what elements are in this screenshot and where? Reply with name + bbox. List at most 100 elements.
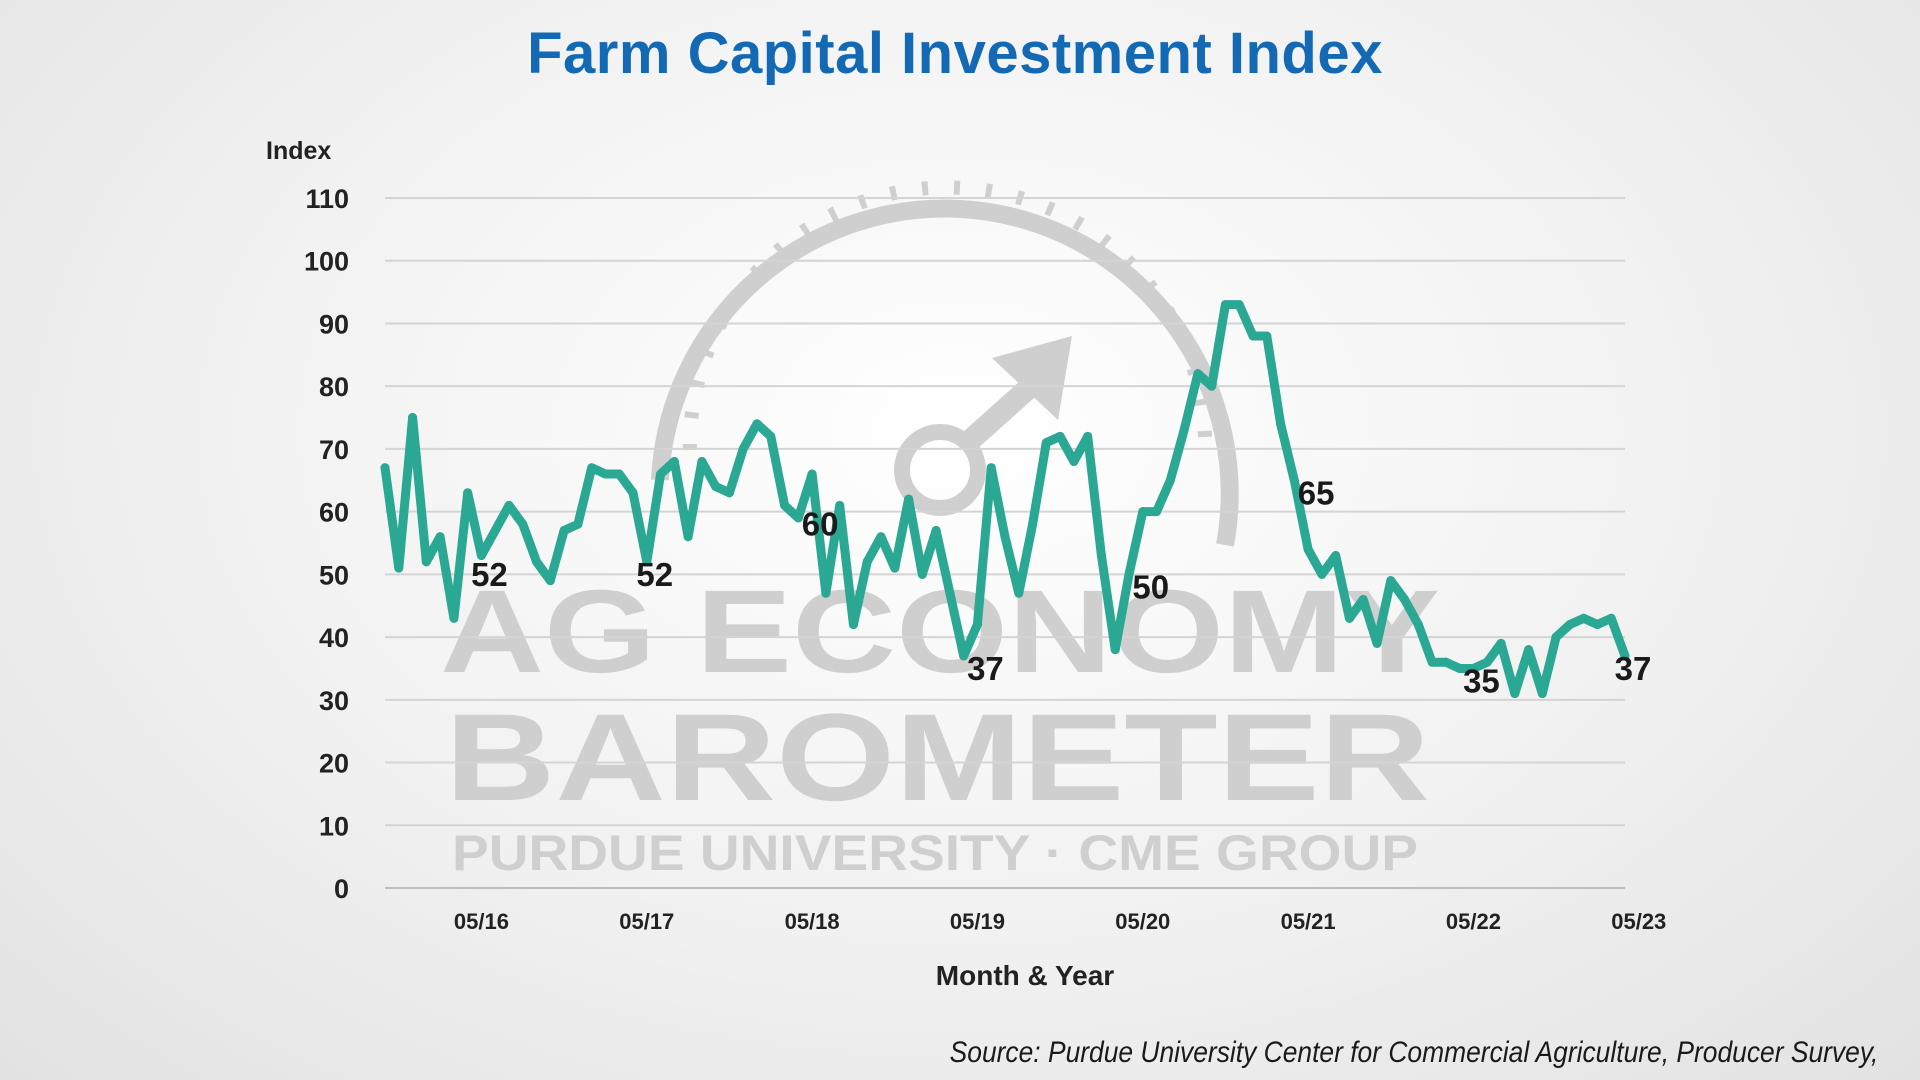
y-tick-label: 30 [319, 686, 349, 716]
data-point [408, 413, 418, 423]
data-point [504, 500, 514, 510]
data-point [835, 500, 845, 510]
data-point [752, 419, 762, 429]
x-tick-label: 05/22 [1446, 909, 1501, 934]
x-tick-label: 05/20 [1115, 909, 1170, 934]
data-point [1510, 689, 1520, 699]
data-point [1193, 369, 1203, 379]
y-tick-label: 0 [334, 874, 349, 904]
x-tick-label: 05/16 [454, 909, 509, 934]
data-point [1179, 425, 1189, 435]
data-point [780, 500, 790, 510]
x-tick-label: 05/21 [1281, 909, 1336, 934]
data-point [1083, 431, 1093, 441]
data-point [573, 519, 583, 529]
data-point [1496, 638, 1506, 648]
data-point [807, 469, 817, 479]
data-point [959, 651, 969, 661]
data-point [931, 525, 941, 535]
data-point [656, 469, 666, 479]
data-point [1000, 532, 1010, 542]
y-tick-label: 110 [305, 184, 349, 214]
data-point [1069, 456, 1079, 466]
data-point [711, 482, 721, 492]
data-label: 65 [1298, 474, 1335, 511]
data-point [890, 563, 900, 573]
y-tick-label: 100 [304, 247, 349, 277]
data-point [1427, 657, 1437, 667]
data-point [518, 519, 528, 529]
data-point [1372, 638, 1382, 648]
x-tick-label: 05/19 [950, 909, 1005, 934]
data-labels: 52 52 60 37 50 65 35 37 [471, 474, 1651, 699]
data-point [435, 532, 445, 542]
data-point [1413, 620, 1423, 630]
data-point [545, 576, 555, 586]
grid-lines [385, 197, 1625, 889]
data-point [917, 569, 927, 579]
barometer-gauge-icon [651, 180, 1239, 547]
data-point [1565, 620, 1575, 630]
data-point [724, 488, 734, 498]
data-point [449, 613, 459, 623]
data-point [1358, 594, 1368, 604]
data-point [1289, 475, 1299, 485]
data-point [1248, 331, 1258, 341]
data-point [1344, 613, 1354, 623]
data-point [1207, 381, 1217, 391]
data-point [559, 525, 569, 535]
data-point [1124, 569, 1134, 579]
data-label: 52 [471, 556, 508, 593]
data-point [1028, 519, 1038, 529]
data-point [394, 563, 404, 573]
watermark-line-2: BAROMETER [445, 689, 1430, 827]
x-axis: 05/16 05/17 05/18 05/19 05/20 05/21 05/22 05/23 [454, 909, 1666, 934]
x-tick-label: 05/18 [785, 909, 840, 934]
data-point [669, 456, 679, 466]
y-tick-label: 40 [319, 623, 349, 653]
data-point [697, 456, 707, 466]
data-point [1468, 663, 1478, 673]
y-tick-label: 80 [319, 372, 349, 402]
data-label: 35 [1463, 662, 1500, 699]
data-point [904, 494, 914, 504]
data-point [600, 469, 610, 479]
data-point [642, 557, 652, 567]
data-point [1537, 689, 1547, 699]
data-point [1386, 576, 1396, 586]
data-point [1331, 551, 1341, 561]
data-point [1579, 613, 1589, 623]
data-label: 60 [802, 506, 839, 543]
data-point [1110, 645, 1120, 655]
data-label: 50 [1132, 568, 1169, 605]
data-point [380, 463, 390, 473]
data-point [1606, 613, 1616, 623]
data-label: 37 [967, 650, 1004, 687]
source-note: Source: Purdue University Center for Com… [949, 1036, 1878, 1069]
data-point [1620, 651, 1630, 661]
y-tick-label: 90 [319, 309, 349, 339]
data-point [1441, 657, 1451, 667]
data-point [683, 532, 693, 542]
data-point [986, 463, 996, 473]
watermark: AG ECONOMY BAROMETER PURDUE UNIVERSITY ·… [440, 180, 1440, 881]
y-tick-label: 50 [319, 560, 349, 590]
data-point [1096, 551, 1106, 561]
watermark-line-1: AG ECONOMY [440, 566, 1440, 698]
data-point [614, 469, 624, 479]
page-title: Farm Capital Investment Index [527, 21, 1383, 86]
data-point [848, 620, 858, 630]
data-point [587, 463, 597, 473]
data-point [1165, 475, 1175, 485]
data-point [1220, 300, 1230, 310]
data-point [1014, 588, 1024, 598]
data-point [490, 525, 500, 535]
y-tick-label: 70 [319, 435, 349, 465]
data-point [1041, 438, 1051, 448]
data-point [1055, 431, 1065, 441]
data-point [532, 557, 542, 567]
x-tick-label: 05/17 [619, 909, 674, 934]
y-tick-label: 20 [319, 749, 349, 779]
data-point [628, 488, 638, 498]
